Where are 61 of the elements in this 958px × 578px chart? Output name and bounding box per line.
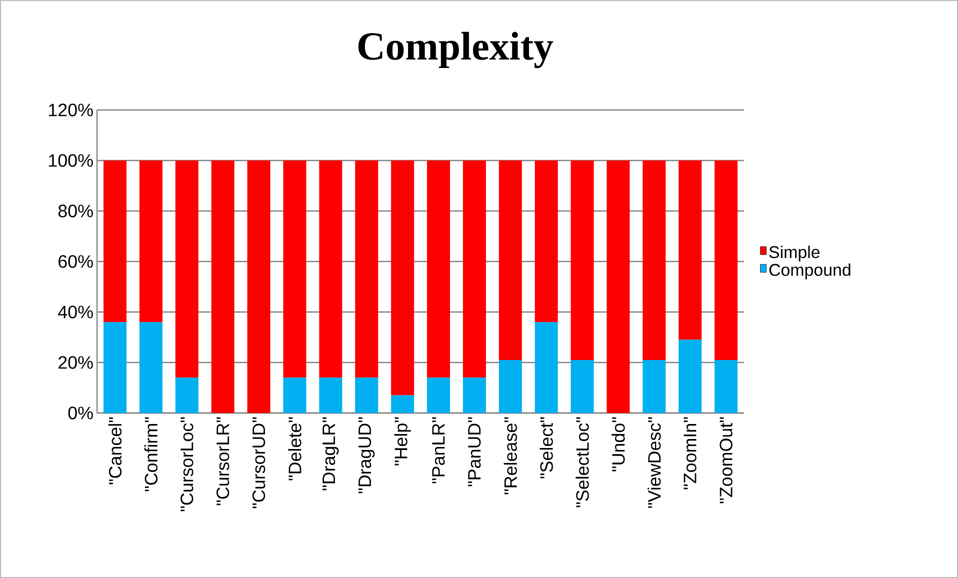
bar — [391, 160, 414, 396]
bar — [462, 378, 486, 413]
x-tick-label: "CursorUD" — [252, 417, 266, 508]
x-tick-label: "Release" — [504, 417, 517, 494]
bar — [175, 378, 198, 413]
bar — [427, 160, 450, 378]
x-tick-label: "Confirm" — [144, 417, 158, 492]
y-tick-label: 100% — [49, 154, 93, 167]
bar — [283, 160, 306, 378]
bar — [319, 160, 342, 378]
x-tick-label: "SelectLoc" — [576, 417, 589, 508]
bar — [534, 322, 558, 413]
bar — [642, 360, 666, 413]
bar — [391, 395, 414, 413]
x-tick-label: "PanLR" — [432, 417, 445, 484]
bar — [642, 160, 666, 360]
x-tick-label: "ZoomOut" — [720, 417, 732, 504]
x-tick-label: "CursorLoc" — [180, 417, 194, 512]
bar — [283, 378, 306, 413]
bar — [498, 360, 522, 413]
bar — [355, 378, 378, 413]
bar — [319, 378, 342, 413]
y-tick-label: 80% — [58, 204, 93, 218]
bar — [570, 360, 594, 413]
x-tick-label: "ZoomIn" — [684, 417, 696, 490]
bar — [427, 378, 450, 413]
x-tick-label: "Help" — [394, 417, 411, 466]
bar — [534, 160, 558, 322]
x-tick-label: "CursorLR" — [216, 417, 230, 506]
x-tick-label: "PanUD" — [468, 417, 481, 486]
bar — [139, 160, 162, 322]
x-tick-label: "Select" — [540, 417, 553, 478]
legend-label: Simple — [769, 246, 820, 262]
bar — [104, 322, 127, 413]
x-tick-label: "Delete" — [288, 417, 302, 480]
x-tick-label: "DragLR" — [322, 417, 339, 490]
bar — [678, 160, 702, 340]
bar — [247, 160, 270, 413]
x-tick-label: "Cancel" — [108, 417, 122, 484]
bar — [678, 340, 702, 413]
bar — [175, 160, 198, 378]
bar — [104, 160, 127, 322]
bar — [498, 160, 522, 360]
legend-label: Compound — [769, 263, 850, 280]
y-tick-label: 120% — [49, 104, 93, 116]
bar — [714, 160, 738, 360]
chart-title: Complexity — [358, 32, 554, 68]
y-tick-label: 20% — [58, 356, 93, 369]
bar — [714, 360, 738, 413]
bar — [211, 160, 234, 413]
x-tick-label: "ViewDesc" — [648, 417, 661, 508]
bar — [139, 322, 162, 413]
bar — [462, 160, 486, 378]
x-tick-label: "DragUD" — [358, 417, 375, 494]
x-tick-label: "Undo" — [612, 417, 625, 472]
bar — [355, 160, 378, 378]
y-tick-label: 0% — [68, 406, 93, 420]
bar — [570, 160, 594, 360]
bar — [606, 160, 630, 413]
y-tick-label: 40% — [58, 306, 93, 318]
y-tick-label: 60% — [58, 255, 93, 268]
